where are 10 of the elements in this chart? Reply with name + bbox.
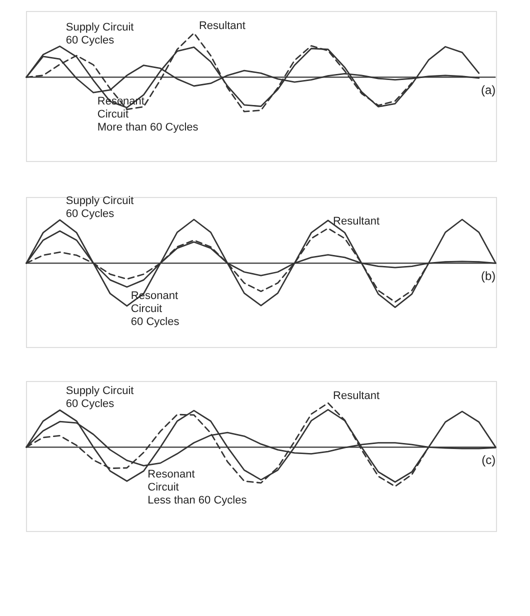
- series-label: Resultant: [198, 20, 246, 32]
- series-label: Resonant Circuit Less than 60 Cycles: [148, 468, 248, 507]
- annotation: (b): [480, 269, 496, 284]
- series-label: Resultant: [333, 215, 380, 228]
- annotation: (a): [480, 83, 496, 98]
- series-label: Supply Circuit 60 Cycles: [66, 21, 134, 46]
- annotation: (c): [482, 453, 496, 468]
- series-label: Supply Circuit 60 Cycles: [66, 385, 134, 410]
- series-label: Supply Circuit 60 Cycles: [66, 194, 134, 220]
- series-label: Resultant: [333, 390, 380, 402]
